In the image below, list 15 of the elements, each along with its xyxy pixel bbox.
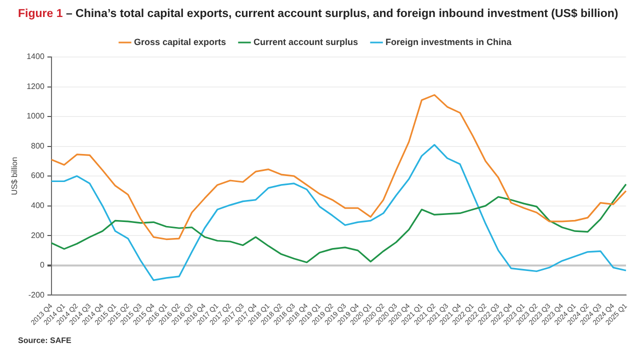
y-tick-label: 200: [31, 230, 45, 240]
y-tick-label: 1200: [26, 82, 45, 91]
legend-label: Gross capital exports: [134, 36, 226, 47]
legend-label: Current account surplus: [254, 36, 358, 47]
y-tick-label: 800: [31, 141, 45, 150]
chart-title: Figure 1 – China’s total capital exports, current account surplus, and foreign inbound investment (US$ billion): [18, 8, 618, 20]
y-tick-label: 1400: [26, 52, 45, 62]
y-tick-label: 600: [31, 171, 45, 180]
legend-label: Foreign investments in China: [386, 36, 513, 47]
y-tick-label: 400: [31, 200, 45, 210]
y-tick-label: 0: [40, 260, 45, 270]
y-axis-title: US$ billion: [10, 156, 20, 196]
source-note: Source: SAFE: [18, 336, 72, 345]
y-tick-label: 1000: [26, 112, 45, 121]
y-tick-label: -200: [28, 290, 45, 300]
